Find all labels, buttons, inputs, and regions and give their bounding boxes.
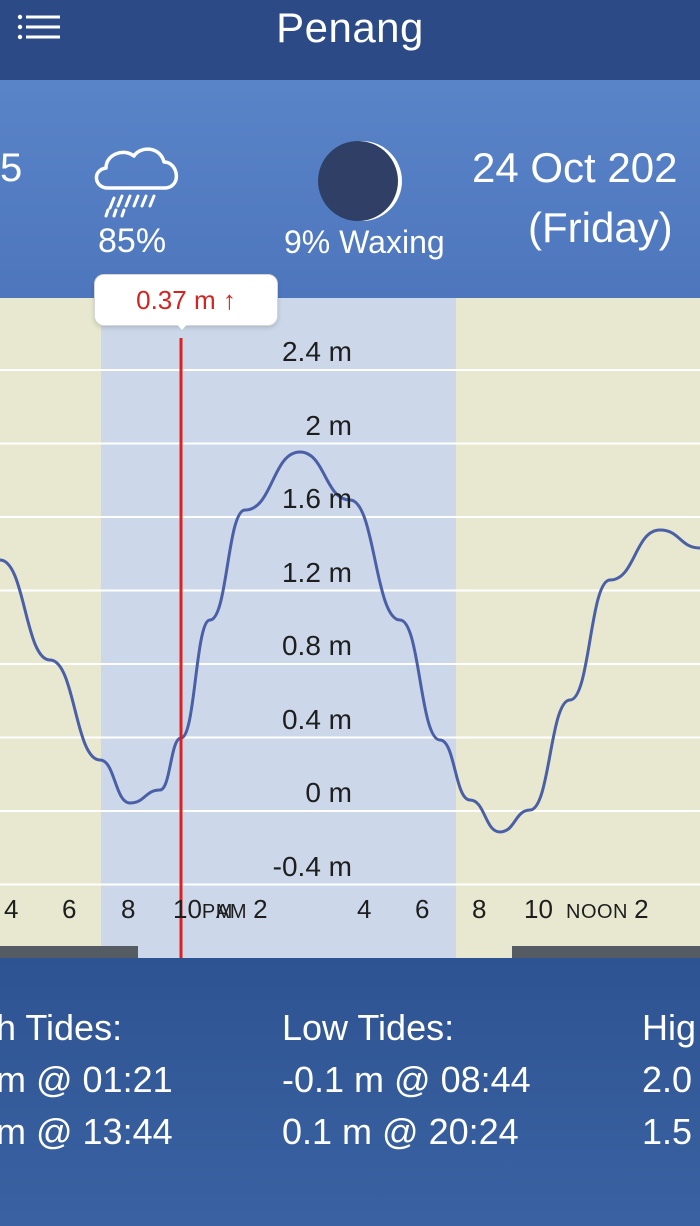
y-axis-label: -0.4 m: [272, 850, 352, 882]
x-axis-label: 4: [357, 894, 372, 924]
hamburger-menu-icon[interactable]: [16, 12, 62, 42]
next-column-partial: Hig 2.0 1.5: [642, 1002, 696, 1158]
y-axis-label: 2.4 m: [281, 336, 352, 367]
tide-chart[interactable]: 2.4 m 2 m 1.6 m 1.2 m 0.8 m 0.4 m 0 m -0.4 m 4 6…: [0, 298, 700, 958]
y-axis-label: 0.4 m: [281, 703, 352, 735]
scroll-indicator-right: [512, 946, 700, 958]
info-bar[interactable]: 5 85% 9% Waxing 24 Oct 202 (Friday): [0, 80, 700, 298]
rising-arrow-icon: ↑: [222, 285, 236, 315]
x-axis-label: 8: [121, 894, 136, 924]
x-axis-label: AM 2: [216, 894, 268, 924]
next-column-title: Hig: [642, 1007, 697, 1048]
x-axis-label: 6: [415, 894, 430, 924]
x-axis-label: 10PM: [173, 894, 233, 924]
tide-curve: [0, 450, 700, 834]
high-tide-2: m @ 13:44: [0, 1111, 173, 1152]
x-axis-label: 4: [4, 894, 19, 924]
y-axis-label: 1.2 m: [281, 556, 352, 588]
low-tide-1: -0.1 m @ 08:44: [282, 1059, 531, 1100]
weekday-label: (Friday): [528, 204, 673, 251]
y-axis-label: 1.6 m: [281, 483, 352, 514]
rain-chance: 85%: [98, 222, 167, 260]
date-label: 24 Oct 202: [472, 144, 678, 191]
high-tide-1: m @ 01:21: [0, 1059, 173, 1100]
high-tides-title: h Tides:: [0, 1007, 123, 1048]
x-axis-label: 6: [62, 894, 77, 924]
cursor-value: 0.37 m: [136, 285, 216, 315]
x-axis-label: NOON 2: [566, 894, 649, 924]
y-axis-label: 2 m: [305, 409, 352, 441]
moon-phase-icon: [318, 141, 402, 221]
high-tides-column: h Tides: m @ 01:21 m @ 13:44: [0, 1002, 173, 1158]
tide-summary-panel[interactable]: h Tides: m @ 01:21 m @ 13:44 Low Tides: …: [0, 958, 700, 1226]
nav-bar: Penang: [0, 0, 700, 80]
y-axis-label: 0.8 m: [281, 630, 352, 661]
night-band: [101, 298, 456, 958]
low-tides-column: Low Tides: -0.1 m @ 08:44 0.1 m @ 20:24: [282, 1002, 531, 1158]
low-tides-title: Low Tides:: [282, 1007, 455, 1048]
moon-phase-label: 9% Waxing: [284, 224, 445, 260]
next-column-value-2: 1.5: [642, 1111, 693, 1152]
y-axis-label: 0 m: [305, 777, 352, 808]
cursor-value-callout: 0.37 m ↑: [94, 274, 278, 326]
gridlines: [0, 369, 700, 886]
page-title: Penang: [276, 4, 424, 51]
x-axis-label: 8: [472, 894, 487, 924]
x-axis-labels: 4 6 8 10PM AM 2 4 6 8 10 NOON 2: [0, 894, 700, 938]
next-column-value-1: 2.0: [642, 1059, 693, 1100]
x-axis-label: 10: [524, 894, 553, 924]
previous-day-partial: 5: [0, 146, 23, 190]
rain-cloud-icon: [94, 147, 178, 218]
callout-tail: [173, 320, 191, 330]
low-tide-2: 0.1 m @ 20:24: [282, 1111, 519, 1152]
tide-chart-svg: [0, 338, 700, 958]
scroll-indicator-left: [0, 946, 138, 958]
